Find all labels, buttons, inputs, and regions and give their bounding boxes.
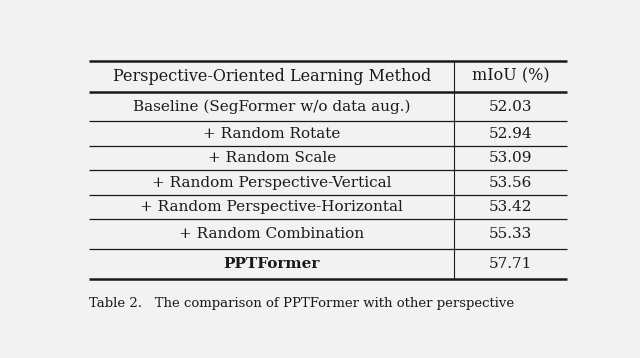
Text: PPTFormer: PPTFormer [223,257,320,271]
Text: 53.09: 53.09 [489,151,532,165]
Text: Perspective-Oriented Learning Method: Perspective-Oriented Learning Method [113,68,431,85]
Text: + Random Perspective-Horizontal: + Random Perspective-Horizontal [140,200,403,214]
Text: + Random Scale: + Random Scale [207,151,336,165]
Text: + Random Combination: + Random Combination [179,227,364,241]
Text: Table 2.   The comparison of PPTFormer with other perspective: Table 2. The comparison of PPTFormer wit… [89,297,514,310]
Text: 55.33: 55.33 [489,227,532,241]
Text: 53.56: 53.56 [489,176,532,190]
Text: 57.71: 57.71 [489,257,532,271]
Text: Baseline (SegFormer w/o data aug.): Baseline (SegFormer w/o data aug.) [133,100,410,114]
Text: 53.42: 53.42 [489,200,532,214]
Text: + Random Perspective-Vertical: + Random Perspective-Vertical [152,176,392,190]
Text: + Random Rotate: + Random Rotate [203,127,340,141]
Text: 52.94: 52.94 [489,127,532,141]
Text: mIoU (%): mIoU (%) [472,68,550,85]
Text: 52.03: 52.03 [489,100,532,113]
